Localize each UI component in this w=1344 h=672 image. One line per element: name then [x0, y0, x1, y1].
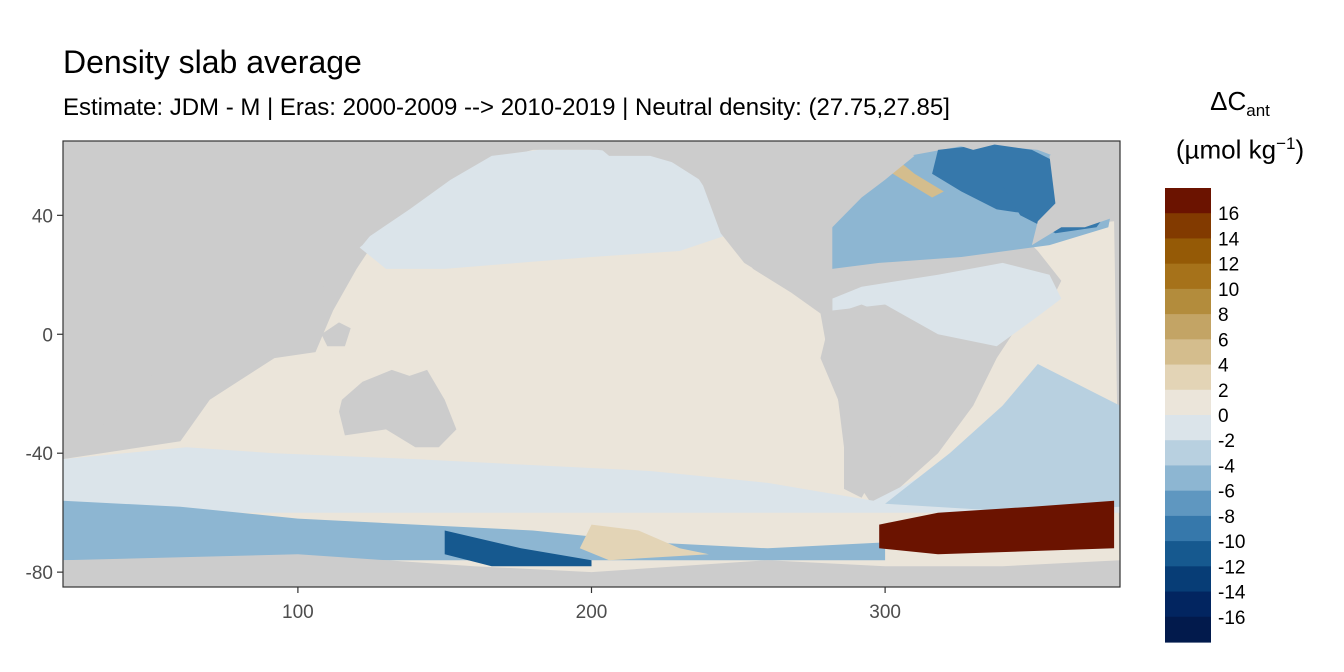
x-tick-label: 100 — [282, 602, 314, 623]
land-australia — [339, 369, 457, 448]
colorbar-label: -12 — [1218, 557, 1245, 578]
colorbar-label: 6 — [1218, 330, 1229, 351]
colorbar-label: 0 — [1218, 406, 1229, 427]
legend-unit-main: (µmol kg — [1175, 134, 1277, 165]
colorbar-swatch — [1165, 364, 1211, 391]
legend-title-sub: ant — [1246, 101, 1270, 121]
land-south-america — [820, 304, 962, 498]
colorbar-swatch — [1165, 288, 1211, 315]
colorbar-label: 8 — [1218, 305, 1229, 326]
y-tick-label: 0 — [42, 325, 53, 346]
ocean-fields — [63, 141, 1120, 587]
colorbar-swatch — [1165, 339, 1211, 366]
colorbar-swatch — [1165, 238, 1211, 265]
colorbar-label: -8 — [1218, 507, 1235, 528]
colorbar-label: -6 — [1218, 482, 1235, 503]
ocean-amundsen — [579, 524, 709, 561]
land-north-america — [591, 141, 915, 311]
map-panel — [63, 141, 1120, 587]
colorbar-swatch — [1165, 389, 1211, 416]
chart-title: Density slab average — [63, 44, 362, 80]
colorbar-label: 4 — [1218, 356, 1229, 377]
ocean-atlantic-south — [885, 364, 1120, 513]
ocean-ross — [444, 530, 592, 567]
ocean-atlantic-tropics — [832, 262, 1062, 347]
colorbar-swatch — [1165, 515, 1211, 542]
colorbar: 16 14 12 10 8 6 4 2 0 -2 -4 -6 -8 -10 -12 -14 -16 — [1165, 188, 1246, 643]
ocean-weddell — [879, 500, 1115, 555]
colorbar-label: 16 — [1218, 204, 1239, 225]
y-axis: 40 0 -40 -80 — [26, 206, 63, 584]
colorbar-swatch — [1165, 541, 1211, 567]
legend-unit: (µmol kg−1) — [1160, 134, 1320, 166]
land-asia — [63, 141, 489, 311]
colorbar-label: 2 — [1218, 381, 1229, 402]
chart-subtitle: Estimate: JDM - M | Eras: 2000-2009 --> … — [63, 94, 950, 121]
y-tick-label: 40 — [32, 206, 53, 227]
colorbar-label: -2 — [1218, 431, 1235, 452]
colorbar-swatch — [1165, 213, 1211, 240]
colorbar-swatch — [1165, 465, 1211, 492]
legend-title: ΔCant — [1160, 86, 1320, 121]
colorbar-swatch — [1165, 566, 1211, 593]
ocean-north-pacific — [356, 149, 733, 269]
legend-unit-end: ) — [1295, 134, 1305, 165]
legend-title-main: ΔC — [1210, 86, 1247, 116]
legend-unit-sup: −1 — [1276, 134, 1296, 153]
colorbar-swatch — [1165, 616, 1211, 643]
colorbar-swatch — [1165, 314, 1211, 340]
colorbar-swatch — [1165, 188, 1211, 214]
land-madagascar — [133, 369, 152, 406]
colorbar-label: 14 — [1218, 229, 1240, 250]
x-tick-label: 200 — [576, 602, 608, 623]
colorbar-swatch — [1165, 490, 1211, 517]
land-greenland — [943, 141, 1009, 150]
colorbar-label: -14 — [1218, 583, 1246, 604]
land-europe — [1031, 141, 1120, 246]
colorbar-swatch — [1165, 440, 1211, 467]
colorbar-swatch — [1165, 415, 1211, 441]
colorbar-swatch — [1165, 591, 1211, 618]
x-axis: 100 200 300 — [282, 587, 901, 623]
y-tick-label: -80 — [26, 563, 53, 584]
colorbar-label: -16 — [1218, 608, 1245, 629]
colorbar-label: -10 — [1218, 532, 1245, 553]
ocean-south-band — [63, 447, 1120, 513]
ocean-southern-deep — [63, 500, 886, 561]
colorbar-label: -4 — [1218, 456, 1235, 477]
colorbar-swatch — [1165, 263, 1211, 290]
land-borneo-sumatra — [321, 322, 351, 347]
colorbar-label: 12 — [1218, 255, 1239, 276]
colorbar-label: 10 — [1218, 280, 1239, 301]
y-tick-label: -40 — [26, 444, 53, 465]
x-tick-label: 300 — [869, 602, 901, 623]
land-antarctica-fill — [63, 554, 1120, 587]
